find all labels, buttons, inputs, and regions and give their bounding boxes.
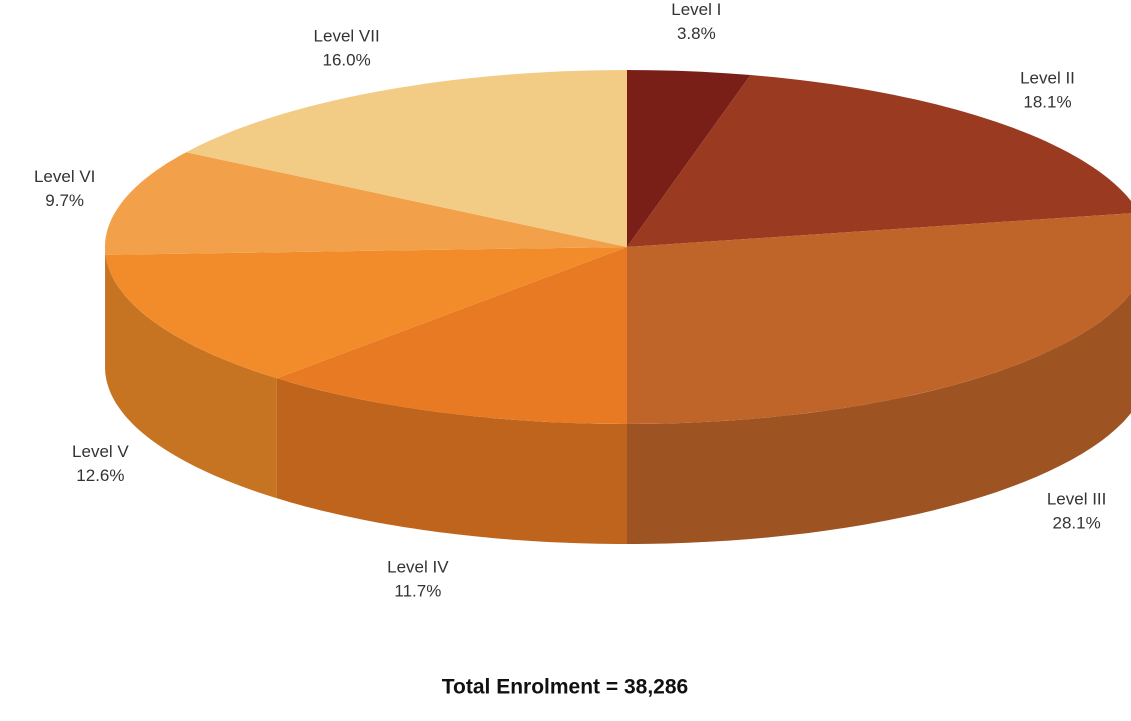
chart-title: Total Enrolment = 38,286: [442, 676, 688, 699]
slice-value-label: 18.1%: [1023, 93, 1071, 112]
slice: [627, 75, 1131, 247]
slice: [186, 70, 628, 247]
slice: [627, 213, 1131, 424]
slice-side: [105, 254, 277, 499]
slice-label: Level III: [1047, 490, 1107, 509]
slice: [105, 152, 627, 255]
slice-value-label: 9.7%: [45, 191, 84, 210]
slice-label: Level II: [1020, 69, 1075, 88]
slice-side: [276, 378, 627, 544]
slice-value-label: 16.0%: [323, 51, 371, 70]
slice-value-label: 3.8%: [677, 24, 716, 43]
slice-label: Level VI: [34, 167, 95, 186]
slice-tops: [105, 70, 1131, 424]
slice-side: [105, 247, 106, 375]
slice-value-label: 12.6%: [76, 466, 124, 485]
slice: [627, 70, 751, 247]
slice-sides: [105, 247, 1131, 544]
slice-side: [627, 292, 1131, 544]
slice-label: Level V: [72, 442, 129, 461]
slice-value-label: 28.1%: [1053, 514, 1101, 533]
slice: [105, 247, 627, 379]
slice-label: Level VII: [314, 27, 380, 46]
slice-label: Level I: [671, 0, 721, 19]
slice-value-label: 11.7%: [394, 581, 441, 600]
slice-label: Level IV: [387, 557, 449, 576]
slice: [276, 247, 627, 424]
